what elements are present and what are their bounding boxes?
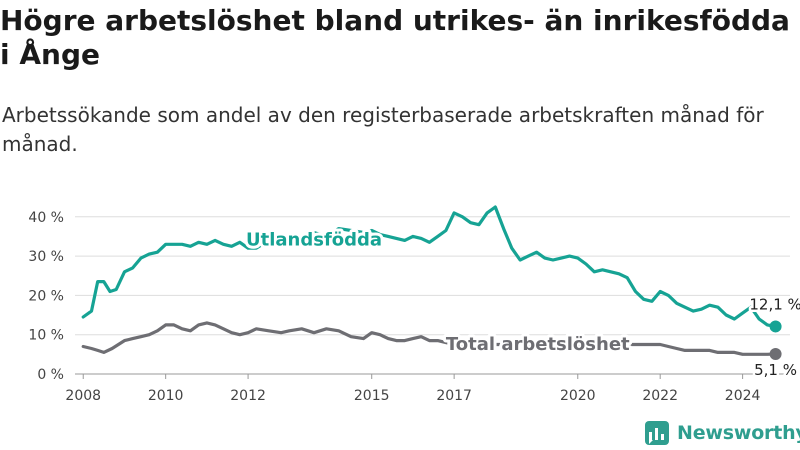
x-tick-label: 2024 (725, 388, 761, 404)
y-tick-label: 20 % (28, 288, 64, 304)
brand-name: Newsworthy (677, 422, 800, 444)
x-tick-label: 2012 (230, 388, 266, 404)
y-axis: 0 % 10 % 20 % 30 % 40 % (28, 210, 64, 383)
chart-grid (75, 216, 790, 375)
series-labels: Utlandsfödda Total arbetslöshet 12,1 % 5,1 … (243, 226, 800, 381)
chart-series (81, 205, 782, 360)
y-tick-label: 40 % (28, 210, 64, 226)
x-axis: 2008 2010 2012 2015 2017 2020 2022 2024 (65, 374, 761, 404)
series-line-0 (81, 205, 778, 328)
y-tick-label: 30 % (28, 249, 64, 265)
series-name-label: Total arbetslöshet (446, 334, 630, 355)
newsworthy-chart-logo-icon (645, 421, 669, 445)
series-line-1 (81, 321, 778, 356)
y-tick-label: 0 % (37, 367, 64, 383)
x-tick-label: 2020 (560, 388, 596, 404)
x-tick-label: 2010 (148, 388, 184, 404)
x-tick-label: 2017 (436, 388, 472, 404)
y-tick-label: 10 % (28, 328, 64, 344)
x-tick-label: 2015 (354, 388, 390, 404)
series-end-value-label: 5,1 % (754, 361, 797, 379)
series-name-label: Utlandsfödda (246, 229, 382, 250)
series-end-value-label: 12,1 % (749, 295, 800, 313)
newsworthy-logo[interactable]: Newsworthy (645, 419, 800, 447)
series-end-marker-0 (769, 320, 782, 333)
chart-subtitle: Arbetssökande som andel av den registerb… (2, 103, 764, 156)
x-tick-label: 2008 (65, 388, 101, 404)
chart-title: Högre arbetslöshet bland utrikes- än inr… (0, 4, 790, 71)
x-tick-label: 2022 (642, 388, 678, 404)
series-end-marker-1 (769, 347, 782, 360)
